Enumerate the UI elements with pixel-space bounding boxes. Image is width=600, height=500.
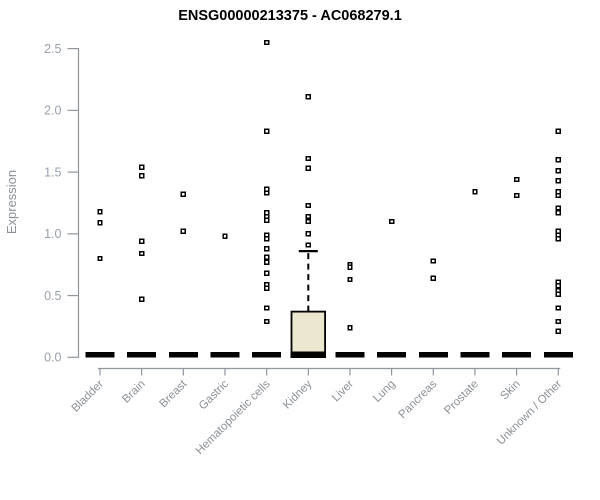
x-tick-label: Liver [330,378,356,404]
x-tick-label: Bladder [70,378,107,415]
data-point [555,178,561,184]
data-point [222,233,228,239]
data-point [555,328,561,335]
data-point [555,168,561,174]
data-point [180,191,186,197]
data-point [263,39,270,46]
x-tick-label: Breast [157,378,190,411]
median-bar [377,351,407,358]
data-point [263,318,270,325]
data-point [305,231,311,237]
data-point [513,192,520,199]
box-kidney [290,310,326,356]
data-point [263,236,270,242]
data-point [139,250,145,257]
data-point [305,155,311,162]
data-point [263,128,270,134]
chart-title: ENSG00000213375 - AC068279.1 [178,8,402,24]
data-point [555,192,561,199]
data-point [430,258,436,264]
median-bar [252,351,282,358]
data-point [263,305,270,311]
y-tick-label: 2.0 [44,104,61,118]
data-point [263,285,270,291]
y-tick-label: 1.0 [44,227,61,241]
data-point [555,210,561,216]
median-bar [85,351,115,358]
data-point [305,165,311,172]
y-tick-label: 0.0 [44,351,61,365]
data-point [555,205,561,211]
data-point [97,208,103,215]
data-point [139,238,145,244]
median-bar [168,351,198,358]
x-tick-label: Skin [498,378,522,402]
data-point [555,283,561,289]
data-point [513,176,520,183]
median-bar [460,351,490,358]
x-tick-label: Hematopoietic cells [194,378,273,457]
y-tick-label: 0.5 [44,289,61,303]
median-bar [290,351,327,358]
median-bar [127,351,157,358]
x-tick-label: Brain [120,378,147,405]
x-tick-label: Gastric [197,378,231,412]
x-tick-label: Kidney [281,378,315,412]
data-point [555,305,561,311]
data-point [347,264,353,270]
data-point [305,202,311,209]
median-bar [210,351,240,358]
x-tick-label: Prostate [442,378,481,417]
data-point [97,220,103,226]
data-point [305,94,311,100]
median-bar [543,351,573,358]
data-point [139,164,145,170]
data-point [555,157,561,163]
data-point [347,325,353,331]
x-tick-label: Lung [371,378,398,405]
data-point [305,242,311,248]
data-point [472,189,478,195]
data-point [263,259,270,265]
data-point [347,276,353,283]
data-point [180,228,186,235]
data-point [555,318,561,325]
data-point [555,291,561,297]
data-point [388,218,395,225]
data-point [555,236,561,242]
data-point [263,245,270,252]
y-tick-label: 2.5 [44,42,61,56]
data-point [305,213,311,220]
median-bar [418,351,448,358]
y-tick-label: 1.5 [44,165,61,179]
x-tick-label: Pancreas [397,378,440,421]
data-point [97,255,103,262]
median-bar [502,351,532,358]
data-point [305,218,311,225]
data-point [263,254,270,260]
median-bar [335,351,365,358]
data-point [139,296,145,302]
data-point [430,275,436,281]
data-point [263,190,270,196]
y-axis-label: Expression [4,169,19,235]
data-point [263,217,270,223]
data-point [263,270,270,276]
data-point [139,173,145,179]
data-point [555,128,561,134]
